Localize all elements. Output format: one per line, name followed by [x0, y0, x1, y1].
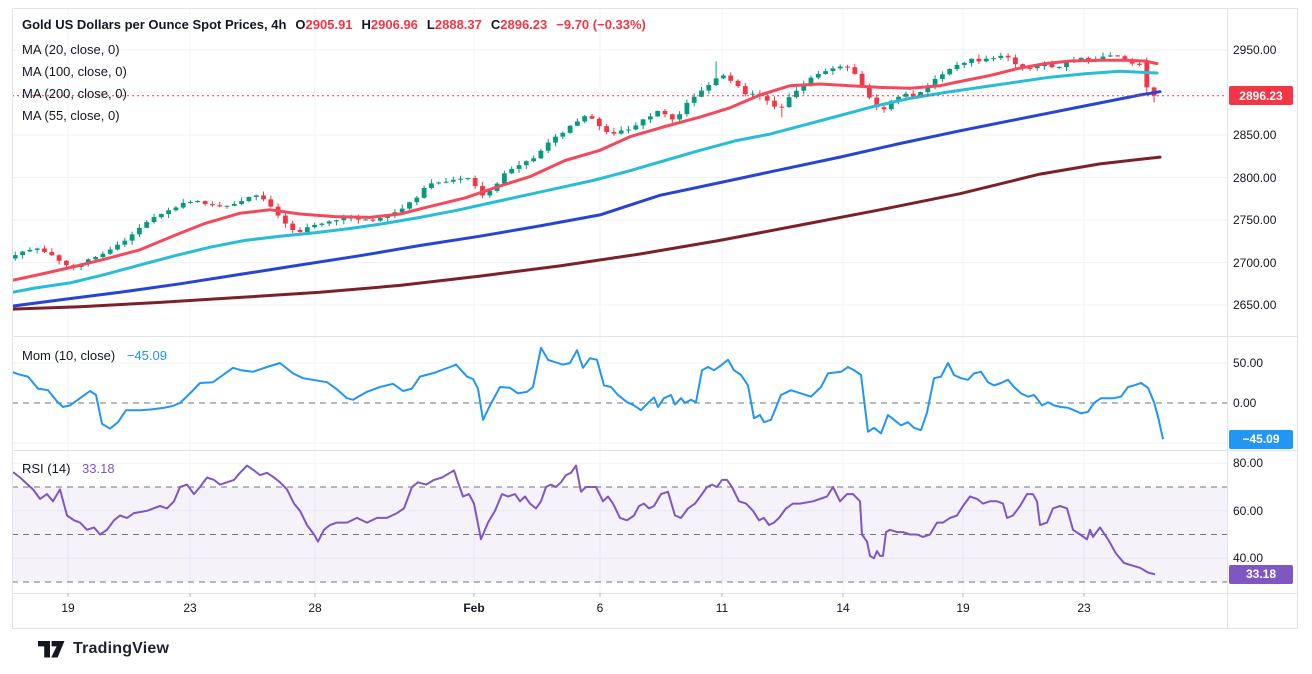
ma-legend-row-0[interactable]: MA (20, close, 0) [22, 42, 120, 57]
high-label: H [361, 17, 371, 32]
change-value: −9.70 (−0.33%) [556, 17, 646, 32]
low-value: 2888.37 [434, 17, 482, 32]
brand-name: TradingView [73, 640, 170, 657]
tradingview-logo-icon [38, 640, 65, 657]
rsi-label: RSI (14) [22, 461, 71, 476]
rsi-value: 33.18 [82, 461, 115, 476]
momentum-legend[interactable]: Mom (10, close) −45.09 [22, 345, 167, 367]
symbol-title: Gold US Dollars per Ounce Spot Prices, 4… [22, 17, 287, 32]
rsi-legend[interactable]: RSI (14) 33.18 [22, 458, 115, 480]
close-value: 2896.23 [500, 17, 548, 32]
open-value: 2905.91 [305, 17, 353, 32]
last-price-badge: 2896.23 [1229, 86, 1293, 106]
low-label: L [426, 17, 435, 32]
open-label: O [295, 17, 306, 32]
ma-legend-row-1[interactable]: MA (100, close, 0) [22, 64, 127, 79]
ma-legend-row-3[interactable]: MA (55, close, 0) [22, 108, 120, 123]
close-label: C [490, 17, 501, 32]
momentum-value: −45.09 [126, 348, 167, 363]
rsi-badge: 33.18 [1229, 564, 1293, 584]
ma-legend-row-2[interactable]: MA (200, close, 0) [22, 86, 127, 101]
momentum-badge: −45.09 [1229, 429, 1293, 449]
tradingview-logo[interactable]: TradingView [38, 640, 169, 658]
high-value: 2906.96 [370, 17, 418, 32]
symbol-legend[interactable]: Gold US Dollars per Ounce Spot Prices, 4… [22, 14, 646, 36]
momentum-label: Mom (10, close) [22, 348, 116, 363]
